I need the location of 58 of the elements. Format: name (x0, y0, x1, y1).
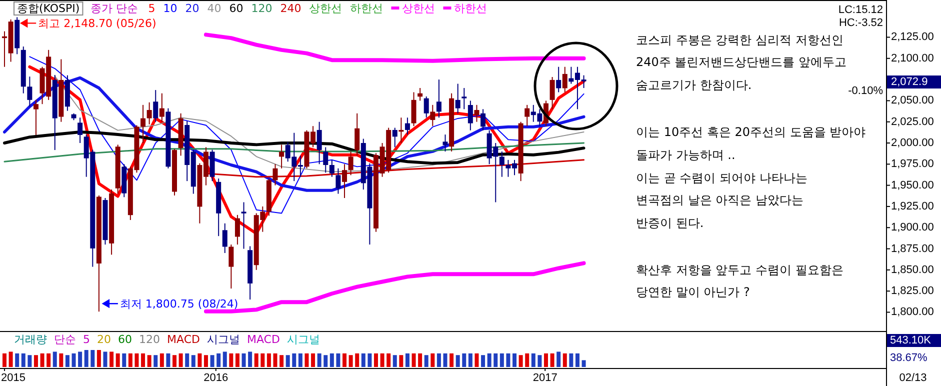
text: 시그널 (286, 333, 320, 346)
annotation: 240주 볼린저밴드상단밴드를 앞에두고 (636, 55, 847, 69)
annotation: 변곡점의 날은 아직은 남았다는 (636, 193, 804, 207)
text: 5 (148, 2, 156, 15)
y-tick-label: 1,975.00 (891, 158, 934, 170)
y-tick-label: 1,825.00 (891, 285, 934, 298)
x-tick-label: 2016 (204, 372, 228, 384)
y-tick-label: 1,925.00 (891, 200, 934, 212)
y-tick-label: 2,050.00 (891, 94, 934, 107)
text: 240 (280, 2, 302, 15)
text: 2,072.9 (891, 76, 928, 88)
x-tick-label: 2017 (532, 372, 558, 384)
annotation: 돌파가 가능하며 .. (636, 148, 736, 162)
text: 60 (118, 333, 132, 346)
text: MACD (167, 333, 200, 346)
text: 120 (251, 2, 272, 15)
legend-label: 상한선 (402, 2, 436, 15)
annotation: 하한선 (350, 2, 384, 15)
text: MACD (246, 333, 280, 346)
y-tick-label: 2,125.00 (891, 31, 934, 44)
text: 40 (207, 2, 222, 15)
text: 20 (185, 2, 200, 15)
text: 543.10K (890, 334, 932, 346)
annotation: HC:-3.52 (838, 17, 883, 29)
y-tick-label: 1,900.00 (891, 222, 934, 234)
annotation: 반증이 된다. (636, 216, 704, 230)
annotation: 상한선 (309, 2, 342, 15)
y-tick-label: 2,000.00 (891, 137, 934, 149)
text: 60 (229, 2, 244, 15)
text: 20 (97, 333, 111, 346)
text: 120 (139, 333, 160, 346)
y-tick-label: 1,800.00 (891, 306, 934, 318)
annotation: 확산후 저항을 앞두고 수렴이 필요함은 (636, 263, 844, 277)
annotation: 최저 1,800.75 (08/24) (120, 298, 238, 311)
y-tick-label: 1,850.00 (891, 264, 934, 276)
legend-title: 종가 단순 (90, 2, 138, 15)
y-tick-label: 1,875.00 (891, 242, 934, 255)
x-tick-label: 2015 (1, 372, 26, 384)
text: 38.67% (890, 352, 928, 364)
text: 5 (83, 333, 90, 346)
text: 02/13 (899, 372, 927, 384)
text: 10 (163, 2, 178, 15)
legend-label: 하한선 (454, 2, 488, 15)
annotation: 이는 10주선 혹은 20주선의 도움을 받아야 (636, 125, 866, 139)
annotation: 코스피 주봉은 강력한 심리적 저항선인 (636, 33, 844, 47)
annotation: 이는 곧 수렴이 되어야 나타나는 (636, 171, 808, 185)
annotation: 숨고르기가 한참이다. (636, 78, 752, 92)
annotation: 당연한 말이 아닌가 ? (636, 285, 750, 299)
y-tick-label: 1,950.00 (891, 179, 934, 192)
annotation: LC:15.12 (838, 4, 883, 16)
text: 단순 (54, 333, 76, 346)
text: 거래량 (14, 333, 47, 346)
annotation: -0.10% (848, 85, 884, 97)
y-tick-label: 2,100.00 (891, 52, 934, 64)
annotation: 최고 2,148.70 (05/26) (38, 17, 156, 30)
y-tick-label: 2,025.00 (891, 116, 934, 128)
chart-title: 종합(KOSPI) (17, 2, 80, 15)
text: 시그널 (206, 333, 240, 346)
